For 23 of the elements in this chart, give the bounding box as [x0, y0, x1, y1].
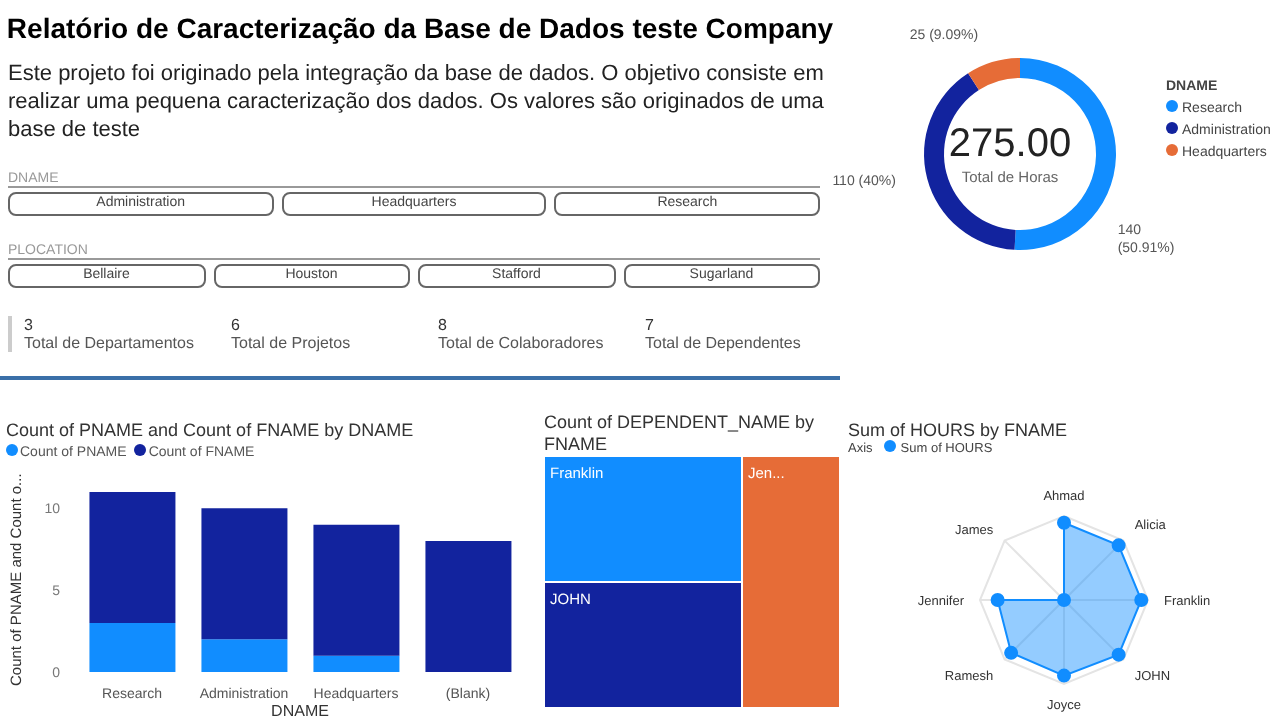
data-label: 8: [438, 316, 449, 334]
category-label: Total de Projetos: [231, 334, 353, 352]
bar: [201, 639, 288, 672]
category-label: Total de Colaboradores: [438, 334, 606, 352]
text: 275.00: [948, 122, 1072, 166]
bar: [313, 524, 400, 656]
x-axis-title: DNAME: [271, 702, 329, 720]
bar: [201, 508, 288, 640]
text: Relatório de Caracterização da Base de Dados teste Company: [4, 12, 836, 44]
chart-title: Count of PNAME and Count of FNAME by DNAME: [6, 420, 416, 440]
bar: [425, 541, 512, 672]
bar: [89, 492, 176, 623]
category-label: Total de Dependentes: [645, 334, 803, 352]
text: Count of DEPENDENT_NAME by FNAME: [544, 412, 817, 456]
chart-title: Sum of HOURS by FNAME: [848, 420, 1070, 440]
data-label: 6: [231, 316, 242, 334]
data-label: 3: [24, 316, 35, 334]
bar: [313, 655, 400, 672]
text: Este projeto foi originado pela integração da base de dados. O objetivo consiste em realizar uma pequena caracterização dos dados. Os valores são originados de uma base de teste: [8, 60, 826, 144]
data-label: 7: [645, 316, 656, 334]
category-label: Total de Departamentos: [24, 334, 196, 352]
donut-slice: [968, 58, 1020, 91]
bar: [89, 622, 176, 672]
